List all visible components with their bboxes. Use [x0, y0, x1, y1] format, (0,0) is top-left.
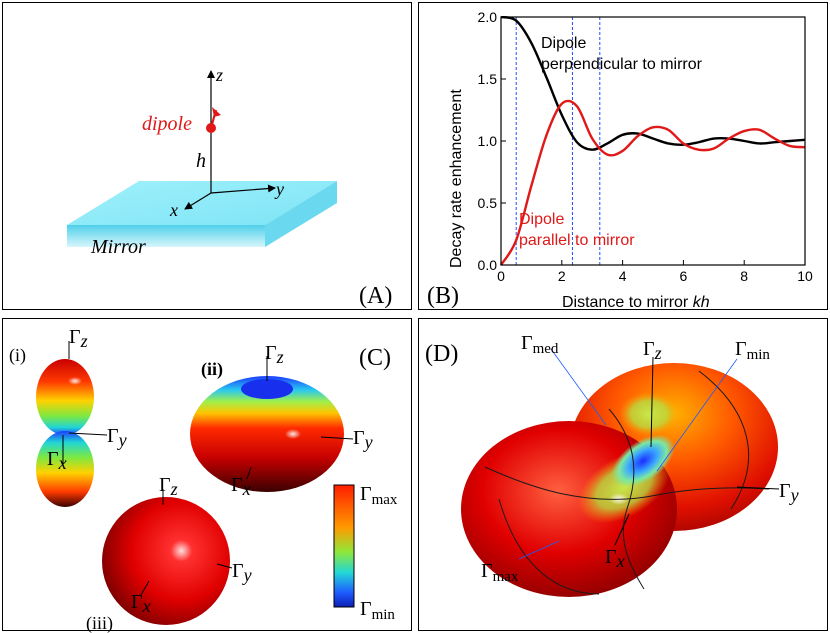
panel-a: z y x dipole h Mirror (A)	[2, 2, 412, 310]
y-tick-label: 1.0	[478, 133, 498, 149]
x-axis-arrow	[184, 192, 212, 210]
subpanel-ii-label: (ii)	[201, 359, 223, 380]
decay-rate-chart: 0 2 4 6 8 10 0.0 0.5 1.0 1.5 2.0 Dipole perpendicu…	[427, 9, 813, 311]
axis-label-x: x	[169, 200, 178, 220]
subpanel-i-label: (i)	[9, 345, 26, 366]
meridian-lines	[484, 370, 770, 595]
gamma-x-label-ii: Γx	[231, 474, 251, 499]
gamma-z-label-ii: Γz	[265, 342, 284, 367]
blue-min-region	[611, 434, 675, 488]
lobe-upper	[36, 359, 94, 435]
gamma-y-label-iii: Γy	[232, 560, 252, 585]
y-tick-label: 1.5	[478, 71, 498, 87]
gamma-med-label: Γmed	[521, 332, 559, 357]
gamma-x-label-d: Γx	[605, 546, 625, 571]
gamma-max-label-d: Γmax	[481, 560, 519, 585]
gamma-x-label-iii: Γx	[131, 591, 151, 616]
donut-highlight	[285, 429, 301, 439]
gamma-z-label-iii: Γz	[159, 474, 178, 499]
annotation-parallel-line1: Dipole	[519, 211, 564, 228]
panel-a-figure: z y x dipole h Mirror (A)	[67, 65, 392, 309]
y-axis-title: Decay rate enhancement	[448, 89, 465, 268]
height-label: h	[196, 150, 206, 172]
gamma-y-label-i: Γy	[107, 425, 127, 450]
gamma-y-label-ii: Γy	[353, 427, 373, 452]
y-tick-label: 0.0	[478, 257, 498, 273]
y-tick-label: 0.5	[478, 195, 498, 211]
leader-lines-c	[62, 341, 354, 596]
isotropic-sphere	[102, 497, 230, 625]
subpanel-iii-label: (iii)	[86, 613, 113, 633]
lobe-lower	[36, 431, 94, 507]
panel-c-figure: (i) (ii) (iii) (C) Γz Γy Γx Γz Γy Γx Γz …	[9, 326, 398, 633]
x-tick-label: 6	[680, 268, 688, 284]
colorbar	[333, 484, 355, 608]
mirror-front-face	[67, 225, 265, 247]
leader-lines-d-black	[614, 356, 780, 546]
x-tick-label: 2	[558, 268, 566, 284]
mirror-side-face	[265, 181, 337, 247]
panel-d-label: (D)	[425, 341, 458, 367]
annotation-parallel-line2: parallel to mirror	[519, 232, 635, 249]
gamma-z-label-d: Γz	[643, 338, 662, 363]
lobe-highlight	[68, 377, 82, 385]
series-line-parallel	[499, 99, 806, 266]
panel-b: 0 2 4 6 8 10 0.0 0.5 1.0 1.5 2.0 Dipole perpendicu…	[418, 2, 828, 311]
y-tick-label: 2.0	[478, 9, 498, 25]
leader-lines-d-blue	[518, 348, 738, 560]
panel-c-label: (C)	[359, 345, 391, 371]
panel-b-label: (B)	[427, 283, 459, 309]
dipole-label: dipole	[142, 113, 192, 135]
panel-d: (D) Γmed Γz Γmin Γy Γx Γmax	[418, 318, 828, 631]
panel-d-figure: (D) Γmed Γz Γmin Γy Γx Γmax	[425, 332, 799, 597]
donut-top-hole	[241, 379, 293, 399]
x-tick-label: 8	[740, 268, 748, 284]
gamma-x-label-i: Γx	[47, 448, 67, 473]
mirror-label: Mirror	[90, 236, 146, 258]
x-tick-label: 10	[797, 268, 813, 284]
green-upper-region	[619, 392, 679, 436]
donut-pattern	[190, 376, 344, 492]
x-tick-label: 4	[619, 268, 627, 284]
panel-c: (i) (ii) (iii) (C) Γz Γy Γx Γz Γy Γx Γz …	[2, 318, 412, 633]
annotation-perpendicular-line1: Dipole	[541, 35, 586, 52]
y-axis-arrow	[210, 184, 276, 194]
axis-label-z: z	[215, 65, 223, 85]
axis-label-y: y	[274, 179, 284, 199]
x-tick-label: 0	[497, 268, 505, 284]
colorbar-max-label: Γmax	[360, 483, 398, 508]
panel-a-label: (A)	[359, 283, 392, 309]
colorbar-min-label: Γmin	[360, 598, 395, 623]
annotation-perpendicular-line2: perpendicular to mirror	[541, 56, 703, 73]
gamma-z-label-i: Γz	[69, 326, 88, 351]
gamma-min-label-d: Γmin	[735, 338, 770, 363]
x-axis-title: Distance to mirror kh	[562, 294, 710, 311]
dipole-arrowhead	[212, 107, 221, 117]
gamma-y-label-d: Γy	[779, 480, 799, 505]
series-line-perpendicular	[500, 15, 806, 151]
